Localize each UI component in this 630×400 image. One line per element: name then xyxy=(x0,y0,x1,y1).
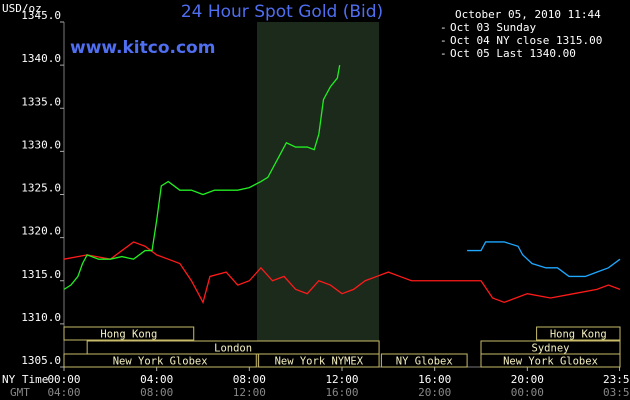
price-line xyxy=(63,241,621,305)
timestamp: October 05, 2010 11:44 xyxy=(455,8,601,21)
legend-marker: - xyxy=(440,34,447,47)
ny-time-label: NY Time xyxy=(2,373,48,386)
legend-label: Oct 03 Sunday xyxy=(450,21,536,34)
session-label: New York Globex xyxy=(113,356,208,368)
gmt-tick-label: 04:00 xyxy=(47,386,80,399)
gmt-tick-label: 03:59 xyxy=(603,386,630,399)
x-tick-label: 00:00 xyxy=(47,373,80,386)
y-tick-label: 1310.0 xyxy=(21,311,61,324)
x-tick-label: 16:00 xyxy=(418,373,451,386)
x-tick-label: 08:00 xyxy=(233,373,266,386)
session-box xyxy=(63,353,257,368)
session-box xyxy=(480,353,621,368)
gmt-tick-label: 08:00 xyxy=(140,386,173,399)
x-tick-label: 23:59 xyxy=(603,373,630,386)
session-box xyxy=(536,326,621,341)
legend-label: Oct 05 Last 1340.00 xyxy=(450,47,576,60)
y-tick-label: 1340.0 xyxy=(21,52,61,65)
y-tick-label: 1330.0 xyxy=(21,138,61,151)
x-tick-label: 20:00 xyxy=(511,373,544,386)
chart-title: 24 Hour Spot Gold (Bid) xyxy=(181,2,383,22)
y-tick-label: 1305.0 xyxy=(21,354,61,367)
session-label: Hong Kong xyxy=(100,329,157,341)
price-line xyxy=(467,241,621,278)
gmt-tick-label: 12:00 xyxy=(233,386,266,399)
y-tick-label: 1335.0 xyxy=(21,95,61,108)
gmt-label: GMT xyxy=(10,386,30,399)
y-tick-label: 1315.0 xyxy=(21,268,61,281)
session-label: Sydney xyxy=(532,343,570,355)
session-label: London xyxy=(214,343,252,355)
legend-marker: - xyxy=(440,47,447,60)
y-tick-label: 1320.0 xyxy=(21,225,61,238)
legend-marker: - xyxy=(440,21,447,34)
session-label: New York Globex xyxy=(503,356,598,368)
price-line xyxy=(63,65,341,290)
session-box xyxy=(63,326,195,341)
session-label: Hong Kong xyxy=(550,329,607,341)
watermark: www.kitco.com xyxy=(70,38,215,58)
y-tick-label: 1325.0 xyxy=(21,182,61,195)
shaded-region xyxy=(256,22,380,367)
session-box xyxy=(258,353,380,368)
session-label: NY Globex xyxy=(396,356,453,368)
gmt-tick-label: 16:00 xyxy=(325,386,358,399)
legend-label: Oct 04 NY close 1315.00 xyxy=(450,34,602,47)
x-tick-label: 12:00 xyxy=(325,373,358,386)
session-box xyxy=(380,353,468,368)
y-tick-label: 1345.0 xyxy=(21,9,61,22)
y-axis-label: USD/oz xyxy=(2,2,42,15)
gmt-tick-label: 00:00 xyxy=(511,386,544,399)
x-tick-label: 04:00 xyxy=(140,373,173,386)
session-label: New York NYMEX xyxy=(275,356,364,368)
gmt-tick-label: 20:00 xyxy=(418,386,451,399)
